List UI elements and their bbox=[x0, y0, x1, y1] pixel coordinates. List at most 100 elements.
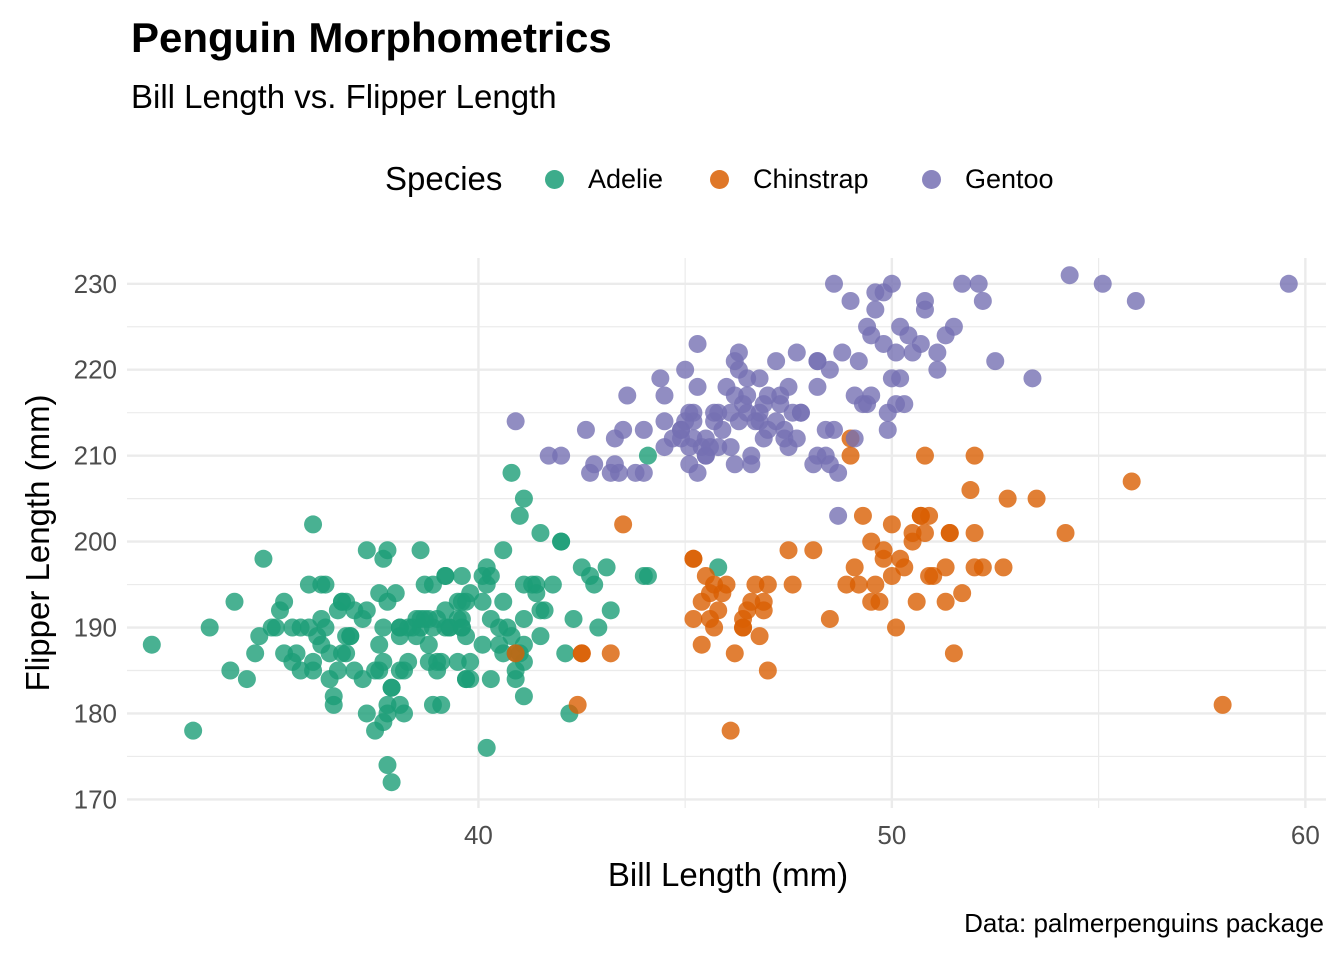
data-point bbox=[973, 291, 992, 310]
data-point bbox=[874, 334, 893, 353]
data-point bbox=[725, 644, 744, 663]
data-point bbox=[750, 627, 769, 646]
data-point bbox=[531, 627, 550, 646]
data-point bbox=[878, 403, 897, 422]
data-point bbox=[514, 687, 533, 706]
data-point bbox=[535, 601, 554, 620]
data-point bbox=[589, 618, 608, 637]
y-tick-labels: 170 180 190 200 210 220 230 bbox=[74, 269, 117, 815]
data-point bbox=[688, 334, 707, 353]
data-point bbox=[820, 609, 839, 628]
data-point bbox=[725, 455, 744, 474]
data-point bbox=[928, 343, 947, 362]
data-point bbox=[721, 438, 740, 457]
data-point bbox=[915, 446, 934, 465]
data-point bbox=[543, 575, 562, 594]
data-point bbox=[457, 670, 476, 689]
data-point bbox=[246, 644, 265, 663]
data-point bbox=[378, 756, 397, 775]
data-point bbox=[1093, 274, 1112, 293]
data-point bbox=[829, 506, 848, 525]
data-point bbox=[539, 446, 558, 465]
data-point bbox=[419, 635, 438, 654]
data-point bbox=[866, 575, 885, 594]
data-point bbox=[601, 644, 620, 663]
data-point bbox=[758, 575, 777, 594]
data-point bbox=[676, 412, 695, 431]
data-point bbox=[944, 644, 963, 663]
chart-caption: Data: palmerpenguins package bbox=[964, 908, 1324, 938]
data-point bbox=[473, 566, 492, 585]
data-point bbox=[461, 652, 480, 671]
data-point bbox=[423, 695, 442, 714]
y-tick-label: 220 bbox=[74, 355, 117, 385]
legend-swatch-chinstrap bbox=[710, 170, 729, 189]
data-point bbox=[552, 532, 571, 551]
data-point bbox=[597, 558, 616, 577]
data-point bbox=[390, 618, 409, 637]
legend-item-chinstrap: Chinstrap bbox=[710, 164, 869, 195]
data-point bbox=[299, 575, 318, 594]
data-point bbox=[754, 592, 773, 611]
data-point bbox=[746, 575, 765, 594]
data-point bbox=[316, 618, 335, 637]
data-point bbox=[634, 420, 653, 439]
data-point bbox=[692, 635, 711, 654]
data-point bbox=[531, 524, 550, 542]
data-point bbox=[357, 704, 376, 723]
data-point bbox=[849, 575, 868, 594]
data-point bbox=[502, 463, 521, 482]
data-point bbox=[428, 652, 447, 671]
data-point bbox=[758, 386, 777, 405]
data-point bbox=[824, 274, 843, 293]
legend-label-adelie: Adelie bbox=[588, 164, 664, 194]
x-axis-label: Bill Length (mm) bbox=[608, 856, 848, 893]
data-point bbox=[903, 524, 922, 542]
data-point bbox=[1126, 291, 1145, 310]
data-point bbox=[366, 661, 385, 680]
data-point bbox=[1060, 266, 1079, 285]
data-point bbox=[969, 274, 988, 293]
data-point bbox=[895, 558, 914, 577]
data-point bbox=[556, 644, 575, 663]
data-point bbox=[332, 592, 351, 611]
data-point bbox=[481, 609, 500, 628]
data-point bbox=[721, 721, 740, 740]
data-point bbox=[841, 291, 860, 310]
data-point bbox=[506, 644, 525, 663]
data-point bbox=[940, 524, 959, 542]
data-point bbox=[986, 352, 1005, 371]
data-point bbox=[514, 489, 533, 508]
data-point bbox=[771, 386, 790, 405]
data-point bbox=[461, 584, 480, 603]
y-tick-label: 200 bbox=[74, 527, 117, 557]
data-point bbox=[878, 420, 897, 439]
data-point bbox=[304, 652, 323, 671]
data-point bbox=[225, 592, 244, 611]
data-point bbox=[849, 352, 868, 371]
data-point bbox=[676, 360, 695, 379]
data-point bbox=[804, 541, 823, 560]
x-tick-label: 40 bbox=[464, 820, 493, 850]
data-point bbox=[304, 515, 323, 534]
data-point bbox=[882, 515, 901, 534]
data-point bbox=[882, 274, 901, 293]
data-point bbox=[758, 661, 777, 680]
data-point bbox=[382, 773, 401, 792]
data-point bbox=[692, 592, 711, 611]
data-point bbox=[353, 609, 372, 628]
data-point bbox=[452, 618, 471, 637]
data-point bbox=[688, 377, 707, 396]
data-point bbox=[742, 455, 761, 474]
data-point bbox=[738, 386, 757, 405]
data-point bbox=[907, 592, 926, 611]
data-point bbox=[618, 386, 637, 405]
x-tick-labels: 40 50 60 bbox=[464, 820, 1320, 850]
data-point bbox=[1027, 489, 1046, 508]
data-point bbox=[440, 618, 459, 637]
data-point bbox=[816, 446, 835, 465]
data-point bbox=[378, 704, 397, 723]
data-point bbox=[572, 644, 591, 663]
data-point bbox=[494, 541, 513, 560]
data-points bbox=[142, 266, 1298, 792]
